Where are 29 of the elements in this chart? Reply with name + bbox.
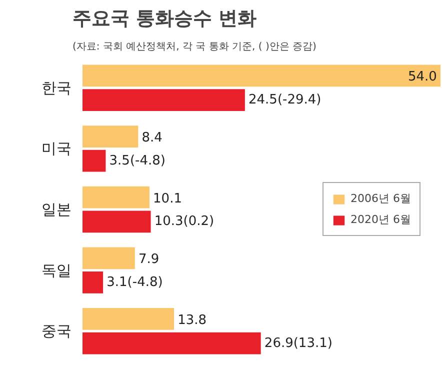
data-label: 3.5(-4.8): [109, 153, 166, 168]
data-label: 7.9: [138, 252, 160, 268]
data-label: 24.5(-29.4): [248, 92, 322, 108]
y-tick-label: 미국: [42, 140, 72, 158]
bar: [82, 186, 150, 208]
bar: [82, 150, 106, 172]
data-label: 54.0: [408, 70, 437, 85]
bar: [82, 126, 138, 148]
data-label: 3.1(-4.8): [106, 274, 163, 290]
bar: [82, 64, 440, 87]
bar: [82, 210, 151, 233]
data-label: 26.9(13.1): [264, 336, 332, 351]
data-label: 8.4: [142, 130, 162, 146]
data-label: 10.3(0.2): [154, 214, 214, 230]
data-label: 13.8: [178, 312, 207, 328]
data-label: 10.1: [153, 191, 182, 206]
legend-label: 2020년 6월: [350, 212, 411, 227]
chart-title: 주요국 통화승수 변화: [72, 8, 257, 30]
y-tick-label: 일본: [42, 200, 72, 218]
legend-label: 2006년 6월: [350, 191, 411, 206]
chart-subtitle: (자료: 국회 예산정책처, 각 국 통화 기준, ( )안은 증감): [72, 42, 317, 52]
bar: [82, 89, 245, 112]
bar: [82, 272, 104, 294]
bar: [82, 332, 261, 354]
bar: [82, 247, 135, 270]
y-tick-label: 중국: [42, 322, 72, 340]
y-tick-label: 한국: [42, 78, 72, 97]
bar: [82, 308, 174, 330]
y-tick-label: 독일: [42, 261, 72, 280]
